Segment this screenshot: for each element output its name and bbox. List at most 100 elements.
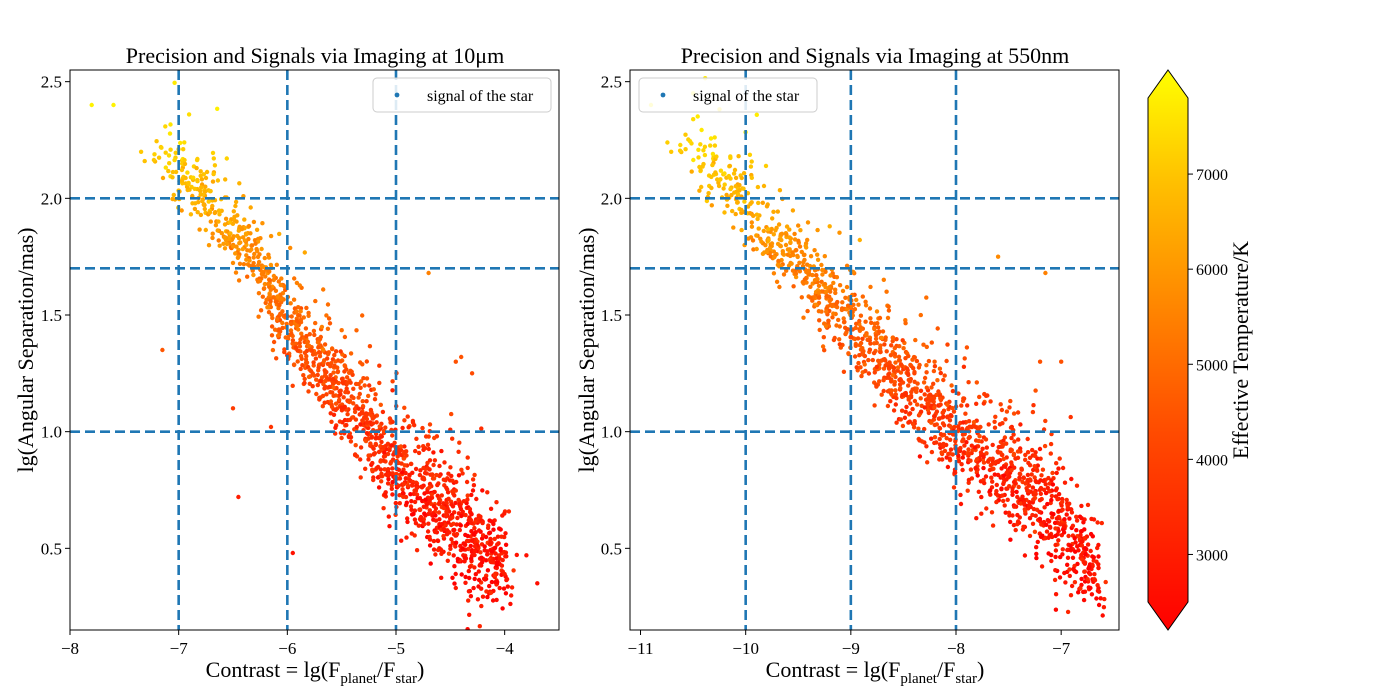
data-point — [276, 327, 282, 332]
legend: signal of the star — [638, 77, 818, 113]
data-point — [426, 446, 431, 452]
data-point — [361, 376, 366, 381]
data-point — [372, 397, 378, 402]
data-point — [412, 499, 418, 505]
data-point — [311, 373, 317, 378]
data-point — [352, 452, 358, 457]
data-point — [460, 471, 465, 476]
data-point — [1040, 467, 1046, 472]
data-point — [777, 284, 782, 290]
data-point — [468, 543, 473, 549]
y-axis-label: lg(Angular Separation/mas) — [13, 228, 38, 473]
data-point — [488, 506, 494, 511]
data-point — [387, 524, 392, 529]
data-point — [258, 236, 263, 241]
data-point — [958, 445, 963, 451]
data-point — [879, 392, 884, 397]
data-point — [433, 552, 438, 557]
data-point — [166, 168, 171, 174]
data-point — [453, 488, 458, 493]
data-point — [166, 153, 172, 158]
data-point — [922, 426, 927, 432]
data-point — [1030, 447, 1035, 453]
data-point — [472, 472, 477, 478]
data-point — [1096, 565, 1101, 571]
data-point — [1043, 270, 1048, 276]
data-point — [485, 552, 490, 557]
data-point — [949, 383, 954, 388]
data-point — [1031, 467, 1036, 473]
data-point — [820, 344, 826, 349]
data-point — [710, 162, 715, 168]
data-point — [1030, 485, 1036, 490]
data-point — [906, 383, 911, 388]
data-point — [423, 497, 428, 502]
data-point — [246, 223, 252, 229]
data-point — [416, 523, 421, 528]
data-point — [900, 423, 906, 429]
data-point — [354, 424, 359, 430]
data-point — [977, 434, 982, 439]
data-point — [747, 211, 753, 216]
data-point — [460, 546, 465, 551]
data-point — [505, 584, 510, 589]
y-tick-label: 1.5 — [601, 306, 622, 325]
data-point — [398, 444, 404, 449]
data-point — [485, 525, 491, 531]
data-point — [373, 441, 378, 447]
data-point — [270, 347, 276, 353]
data-point — [414, 492, 420, 497]
data-point — [266, 310, 272, 315]
data-point — [991, 466, 996, 471]
data-point — [386, 476, 391, 482]
data-point — [487, 583, 492, 589]
data-point — [995, 459, 1001, 464]
data-point — [992, 425, 998, 430]
data-point — [360, 418, 365, 423]
data-point — [446, 471, 451, 476]
data-point — [1052, 520, 1058, 526]
data-point — [691, 157, 696, 163]
data-point — [820, 272, 825, 277]
data-point — [1052, 577, 1058, 583]
data-point — [190, 201, 195, 206]
data-point — [274, 262, 279, 267]
data-point — [462, 559, 467, 564]
data-point — [275, 294, 280, 299]
data-point — [771, 232, 776, 237]
data-point — [160, 347, 165, 353]
data-point — [778, 244, 783, 249]
data-point — [454, 531, 460, 537]
data-point — [360, 404, 366, 409]
data-point — [431, 504, 437, 509]
data-point — [278, 282, 283, 288]
data-point — [863, 319, 868, 324]
data-point — [304, 354, 309, 359]
data-point — [251, 272, 256, 278]
data-point — [228, 231, 233, 236]
data-point — [410, 418, 416, 424]
data-point — [1008, 425, 1014, 430]
data-point — [771, 209, 776, 214]
data-point — [504, 577, 510, 582]
data-point — [492, 573, 497, 578]
data-point — [483, 534, 489, 540]
data-point — [414, 548, 420, 553]
data-point — [879, 358, 884, 363]
data-point — [756, 200, 761, 206]
data-point — [441, 527, 446, 532]
data-point — [328, 364, 333, 369]
data-point — [665, 140, 670, 145]
data-point — [944, 358, 949, 364]
data-point — [333, 407, 338, 413]
data-point — [288, 245, 293, 251]
data-point — [367, 383, 372, 388]
data-point — [886, 372, 891, 377]
data-point — [279, 276, 284, 281]
data-point — [1008, 537, 1013, 542]
data-point — [222, 235, 227, 240]
data-point — [348, 439, 354, 444]
data-point — [1090, 562, 1095, 568]
data-point — [837, 337, 842, 342]
data-point — [700, 164, 705, 169]
